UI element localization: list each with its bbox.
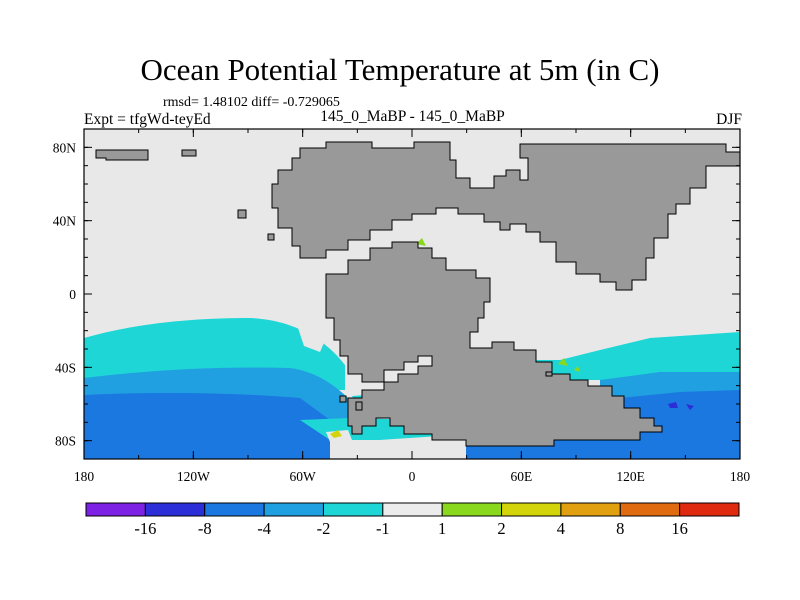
colorbar-label: -2 [317,519,331,538]
y-tick-label: 40S [55,360,76,375]
colorbar-label: 4 [557,519,565,538]
x-tick-label: 180 [74,469,95,484]
colorbar-label: -8 [198,519,212,538]
land-masses [95,141,741,447]
x-tick-label: 60W [290,469,317,484]
y-tick-label: 0 [69,287,76,302]
colorbar-swatch [619,502,681,517]
colorbar-swatch [144,502,206,517]
ocean-patch-darkblue [668,402,694,410]
ocean-patch-green [416,238,580,372]
colorbar-label: -16 [134,519,156,538]
colorbar-swatch [263,502,324,517]
stats-label: rmsd= 1.48102 diff= -0.729065 [163,95,340,110]
colorbar-label: -4 [257,519,271,538]
ocean-band-blue [84,390,740,459]
land-arctic-island [95,149,149,161]
colorbar-label: 2 [497,519,505,538]
x-tick-label: 180 [730,469,751,484]
axis-ticks: 180 120W 60W 0 60E 120E 180 80N 40N 0 40S 80S [53,128,751,484]
colorbar-swatch [85,502,146,517]
season-label: DJF [716,111,742,128]
chart-title: Ocean Potential Temperature at 5m (in C) [140,52,660,87]
y-tick-label: 80S [55,434,76,449]
colorbar-swatch [382,502,443,517]
land-islet-2 [267,233,275,241]
colorbar: -16 -8 -4 -2 -1 1 2 4 8 16 [85,502,740,538]
colorbar-swatch [560,502,621,517]
colorbar-swatch [679,502,740,517]
temperature-field [84,238,740,459]
x-tick-label: 0 [409,469,416,484]
land-islet [237,209,247,219]
y-tick-label: 40N [53,214,77,229]
colorbar-swatch [204,502,265,517]
land-islet-4 [355,401,363,411]
land-north [271,141,741,291]
y-tick-label: 80N [53,140,77,155]
ocean-patch-yellow [330,430,342,438]
comparison-label: 145_0_MaBP - 145_0_MaBP [320,108,505,125]
x-tick-label: 120W [177,469,210,484]
colorbar-label: -1 [376,519,390,538]
land-south [325,241,663,447]
x-tick-label: 60E [510,469,532,484]
colorbar-swatch [441,502,503,517]
colorbar-swatch [501,502,562,517]
land-islet-5 [545,371,553,377]
x-tick-label: 120E [616,469,645,484]
ocean-patch-neutral [298,324,494,442]
colorbar-label: 16 [671,519,688,538]
colorbar-label: 8 [616,519,624,538]
land-arctic-island-2 [181,149,197,157]
colorbar-label: 1 [438,519,446,538]
colorbar-swatch [322,502,384,517]
land-islet-3 [339,395,347,403]
experiment-label: Expt = tfgWd-teyEd [84,111,211,128]
